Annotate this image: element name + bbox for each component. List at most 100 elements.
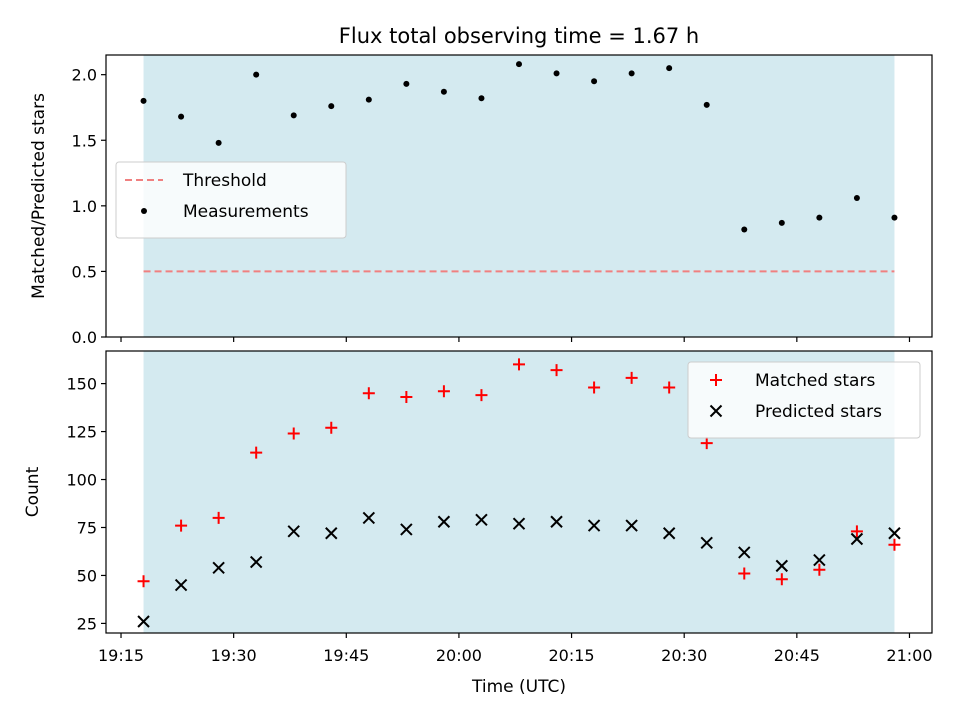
measurement-point <box>328 103 335 110</box>
predicted-stars-point <box>512 517 526 530</box>
predicted-stars-point <box>212 561 225 574</box>
y-tick-label: 150 <box>66 375 97 394</box>
x-tick-label: 20:00 <box>436 646 482 665</box>
y-tick-label: 50 <box>77 566 97 585</box>
y-tick-label: 75 <box>77 518 97 537</box>
ratio-panel: 0.0 0.5 1.0 1.5 2.0 Matched/Predicted stars Th… <box>29 54 933 347</box>
legend-predicted-swatch <box>709 404 723 418</box>
matched-stars-point <box>250 446 263 459</box>
x-tick-label: 20:30 <box>661 646 707 665</box>
y-tick-label: 1.0 <box>72 197 97 216</box>
measurement-point <box>290 112 297 119</box>
y-tick-label: 0.0 <box>72 328 97 347</box>
y-tick-label: 2.0 <box>72 66 97 85</box>
measurement-point <box>741 226 748 233</box>
measurement-point <box>365 96 372 103</box>
x-tick-label: 20:45 <box>774 646 820 665</box>
predicted-stars-point <box>475 513 488 527</box>
x-tick-label: 19:45 <box>323 646 369 665</box>
matched-stars-point <box>475 389 488 402</box>
measurement-point <box>478 95 485 102</box>
measurement-point <box>253 71 260 78</box>
matched-stars-point <box>850 525 863 538</box>
y-tick-label: 0.5 <box>72 262 97 281</box>
predicted-stars-point <box>850 532 864 546</box>
measurement-point <box>778 219 785 226</box>
measurement-point <box>516 61 522 68</box>
matched-stars-point <box>400 391 413 404</box>
axes-frame <box>105 54 933 338</box>
y-axis-label: Count <box>23 466 43 517</box>
predicted-stars-point <box>287 525 300 538</box>
predicted-stars-point <box>662 527 676 540</box>
measurement-point <box>891 214 898 221</box>
predicted-stars-point <box>738 546 751 559</box>
measurement-point <box>440 88 447 95</box>
x-tick-label: 19:15 <box>98 646 144 665</box>
x-tick-label: 21:00 <box>886 646 932 665</box>
legend-measurement-swatch <box>141 208 147 214</box>
matched-stars-point <box>513 358 525 371</box>
measurement-point <box>591 78 598 85</box>
measurement-point <box>178 113 185 120</box>
matched-stars-point <box>738 567 751 580</box>
predicted-stars-point <box>137 615 150 628</box>
matched-stars-point <box>775 573 788 586</box>
predicted-stars-point <box>249 555 263 569</box>
legend-label: Predicted stars <box>755 402 882 422</box>
matched-stars-point <box>362 387 375 400</box>
matched-stars-point <box>663 381 676 394</box>
matched-stars-point <box>888 538 901 551</box>
predicted-stars-point <box>325 527 338 540</box>
matched-stars-point <box>212 511 225 524</box>
measurement-point <box>703 101 710 108</box>
predicted-stars-point <box>550 515 563 528</box>
matched-stars-point <box>588 381 601 394</box>
measurement-point <box>666 65 673 72</box>
count-panel: 25 50 75 100 125 150 Count 19:15 19:30 19:45 20:00… <box>23 350 933 665</box>
measurement-point <box>853 194 860 201</box>
matched-stars-point <box>325 421 338 434</box>
measurement-point <box>215 139 222 146</box>
measurement-point <box>553 70 560 77</box>
matched-stars-point <box>437 385 450 398</box>
legend <box>687 361 921 439</box>
measurement-point <box>816 214 823 221</box>
axes-frame <box>105 350 933 634</box>
y-tick-label: 25 <box>77 614 97 633</box>
predicted-stars-point <box>625 519 638 532</box>
predicted-stars-point <box>587 519 601 532</box>
matched-stars-point <box>175 519 188 532</box>
predicted-stars-point <box>174 578 188 592</box>
matched-stars-point <box>625 371 638 384</box>
predicted-stars-point <box>700 536 713 550</box>
predicted-stars-point <box>775 559 789 573</box>
y-tick-label: 100 <box>66 471 97 490</box>
y-tick-label: 1.5 <box>72 131 97 150</box>
x-tick-label: 20:15 <box>549 646 595 665</box>
matched-stars-point <box>700 437 713 450</box>
predicted-stars-point <box>400 523 413 536</box>
x-tick-label: 19:30 <box>211 646 257 665</box>
measurement-point <box>140 97 147 104</box>
legend <box>115 161 347 239</box>
measurement-point <box>628 70 635 77</box>
figure-title: Flux total observing time = 1.67 h <box>339 24 699 48</box>
legend-label: Threshold <box>182 171 267 191</box>
y-axis-label: Matched/Predicted stars <box>29 93 49 299</box>
y-tick-label: 125 <box>66 423 97 442</box>
matched-stars-point <box>137 575 150 588</box>
predicted-stars-point <box>888 527 901 540</box>
matched-stars-point <box>287 427 300 440</box>
predicted-stars-point <box>813 553 826 567</box>
predicted-stars-point <box>437 515 451 528</box>
legend-label: Matched stars <box>755 371 875 391</box>
legend-matched-swatch <box>710 374 722 386</box>
matched-stars-point <box>813 563 826 576</box>
x-axis-label: Time (UTC) <box>471 677 566 697</box>
legend-label: Measurements <box>183 202 309 222</box>
predicted-stars-point <box>362 511 376 525</box>
matched-stars-point <box>550 364 563 377</box>
measurement-point <box>403 80 410 87</box>
